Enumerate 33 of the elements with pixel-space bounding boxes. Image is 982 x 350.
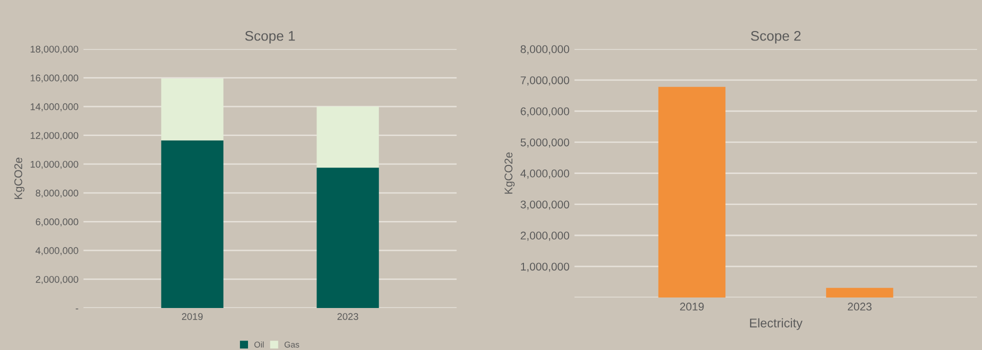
chart-title: Scope 2 <box>750 30 801 44</box>
y-tick-label: 7,000,000 <box>520 76 570 86</box>
y-tick-label: 18,000,000 <box>30 46 78 54</box>
y-tick-label: 6,000,000 <box>520 107 570 117</box>
x-tick-label: 2023 <box>337 313 358 320</box>
bar <box>316 168 379 308</box>
y-tick-label: 8,000,000 <box>36 190 78 198</box>
x-tick-label: 2019 <box>182 313 203 320</box>
bar <box>161 78 224 140</box>
y-tick-label: 12,000,000 <box>30 132 78 140</box>
y-tick-label: 4,000,000 <box>520 170 570 179</box>
y-axis-title: KgCO2e <box>504 152 515 194</box>
x-tick-label: 2023 <box>848 302 872 311</box>
y-tick-label: 4,000,000 <box>36 247 78 256</box>
bar <box>316 106 379 168</box>
y-tick-label: 16,000,000 <box>30 74 78 83</box>
legend-label: Gas <box>284 342 300 348</box>
y-tick-label: 2,000,000 <box>520 232 570 241</box>
chart-title: Scope 1 <box>245 30 295 44</box>
y-axis-title: KgCO2e <box>14 158 24 199</box>
y-tick-label: 8,000,000 <box>520 45 570 54</box>
y-tick-label: 6,000,000 <box>36 218 78 226</box>
y-tick-label: 10,000,000 <box>30 160 78 169</box>
y-tick-label: - <box>76 308 78 310</box>
y-tick-label: 3,000,000 <box>520 200 570 210</box>
legend-label: Oil <box>254 341 264 348</box>
y-tick-label: 14,000,000 <box>30 103 78 112</box>
y-tick-label: 2,000,000 <box>36 276 78 284</box>
x-tick-label: 2019 <box>680 302 704 311</box>
y-tick-label: 5,000,000 <box>520 138 570 148</box>
bar <box>161 140 224 308</box>
x-axis-title: Electricity <box>750 318 802 330</box>
y-tick-label: 1,000,000 <box>521 262 570 272</box>
